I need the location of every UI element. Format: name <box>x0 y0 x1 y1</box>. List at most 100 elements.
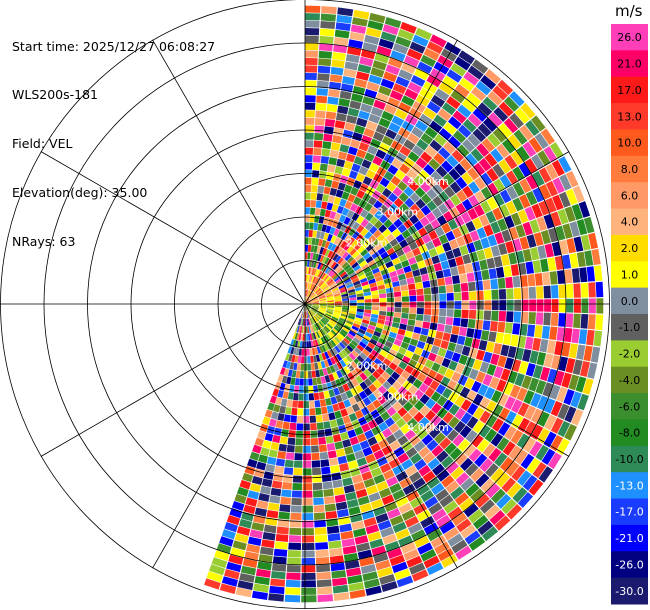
velocity-cell <box>342 300 350 304</box>
velocity-cell <box>411 529 427 542</box>
velocity-cell <box>251 475 263 486</box>
velocity-cell <box>326 525 340 535</box>
velocity-cell <box>367 20 384 31</box>
velocity-cell <box>317 65 331 74</box>
velocity-cell <box>468 448 482 462</box>
velocity-cell <box>310 308 316 314</box>
velocity-cell <box>362 42 378 53</box>
velocity-cell <box>305 102 316 110</box>
velocity-cell <box>346 567 362 577</box>
velocity-cell <box>417 372 427 383</box>
velocity-cell <box>309 309 315 315</box>
velocity-cell <box>409 338 419 347</box>
velocity-cell <box>319 281 326 288</box>
velocity-cell <box>349 31 365 42</box>
velocity-cell <box>262 416 271 426</box>
velocity-cell <box>446 96 461 110</box>
velocity-cell <box>595 281 604 298</box>
velocity-cell <box>347 315 356 320</box>
velocity-cell <box>306 311 308 319</box>
velocity-cell <box>424 294 432 302</box>
azimuth-spoke <box>152 303 306 569</box>
velocity-cell <box>328 157 338 166</box>
velocity-cell <box>441 102 457 116</box>
velocity-cell <box>313 315 319 323</box>
velocity-cell <box>317 80 329 89</box>
velocity-cell <box>361 263 370 271</box>
velocity-cell <box>437 347 447 358</box>
velocity-cell <box>454 407 466 420</box>
velocity-cell <box>511 399 523 414</box>
velocity-cell <box>344 61 359 71</box>
velocity-cell <box>384 16 402 29</box>
velocity-cell <box>522 474 538 491</box>
velocity-cell <box>292 482 303 491</box>
velocity-cell <box>383 219 393 229</box>
velocity-cell <box>339 249 346 257</box>
velocity-cell <box>311 260 315 268</box>
velocity-cell <box>309 283 314 291</box>
velocity-cell <box>328 540 342 549</box>
velocity-cell <box>355 375 364 384</box>
velocity-cell <box>478 340 488 351</box>
velocity-cell <box>312 285 318 292</box>
velocity-cell <box>277 389 284 398</box>
velocity-cell <box>236 526 251 536</box>
velocity-cell <box>516 387 528 402</box>
velocity-cell <box>373 474 386 485</box>
velocity-cell <box>309 267 313 275</box>
velocity-cell <box>403 186 415 197</box>
velocity-cell <box>406 169 418 180</box>
velocity-cell <box>313 260 317 269</box>
velocity-cell <box>402 483 416 496</box>
velocity-cell <box>346 256 355 264</box>
velocity-cell <box>297 408 304 416</box>
velocity-cell <box>344 184 353 194</box>
velocity-cell <box>349 589 366 599</box>
velocity-cell <box>326 233 333 242</box>
velocity-cell <box>539 184 552 200</box>
velocity-cell <box>268 449 278 458</box>
velocity-cell <box>326 104 338 113</box>
velocity-cell <box>536 352 547 366</box>
velocity-cell <box>319 298 327 302</box>
velocity-cell <box>322 273 328 281</box>
velocity-cell <box>395 528 410 540</box>
velocity-cell <box>312 324 316 332</box>
velocity-cell <box>317 384 324 393</box>
velocity-cell <box>359 237 368 246</box>
velocity-cell <box>382 533 397 545</box>
velocity-cell <box>312 304 320 307</box>
velocity-cell <box>492 163 505 178</box>
velocity-cell <box>294 332 298 340</box>
velocity-cell <box>418 169 430 181</box>
velocity-cell <box>413 389 424 400</box>
velocity-cell <box>449 447 463 461</box>
velocity-cell <box>359 325 368 332</box>
velocity-cell <box>540 258 549 273</box>
velocity-cell <box>503 265 512 278</box>
velocity-cell <box>309 309 315 316</box>
velocity-cell <box>463 71 480 86</box>
velocity-cell <box>351 520 365 531</box>
velocity-cell <box>503 96 520 112</box>
velocity-cell <box>529 219 541 234</box>
velocity-cell <box>320 319 327 326</box>
velocity-cell <box>428 502 443 515</box>
velocity-cell <box>479 259 488 271</box>
velocity-cell <box>424 145 438 158</box>
velocity-cell <box>467 65 484 80</box>
velocity-cell <box>305 299 311 304</box>
velocity-cell <box>305 304 311 309</box>
velocity-cell <box>431 362 441 373</box>
velocity-cell <box>443 211 454 223</box>
velocity-cell <box>305 326 308 334</box>
velocity-cell <box>519 124 534 141</box>
velocity-cell <box>282 474 293 483</box>
velocity-cell <box>289 422 297 431</box>
velocity-cell <box>427 528 443 542</box>
azimuth-spoke <box>40 303 306 457</box>
velocity-cell <box>356 149 367 159</box>
velocity-cell <box>438 234 449 245</box>
velocity-cell <box>420 515 435 529</box>
